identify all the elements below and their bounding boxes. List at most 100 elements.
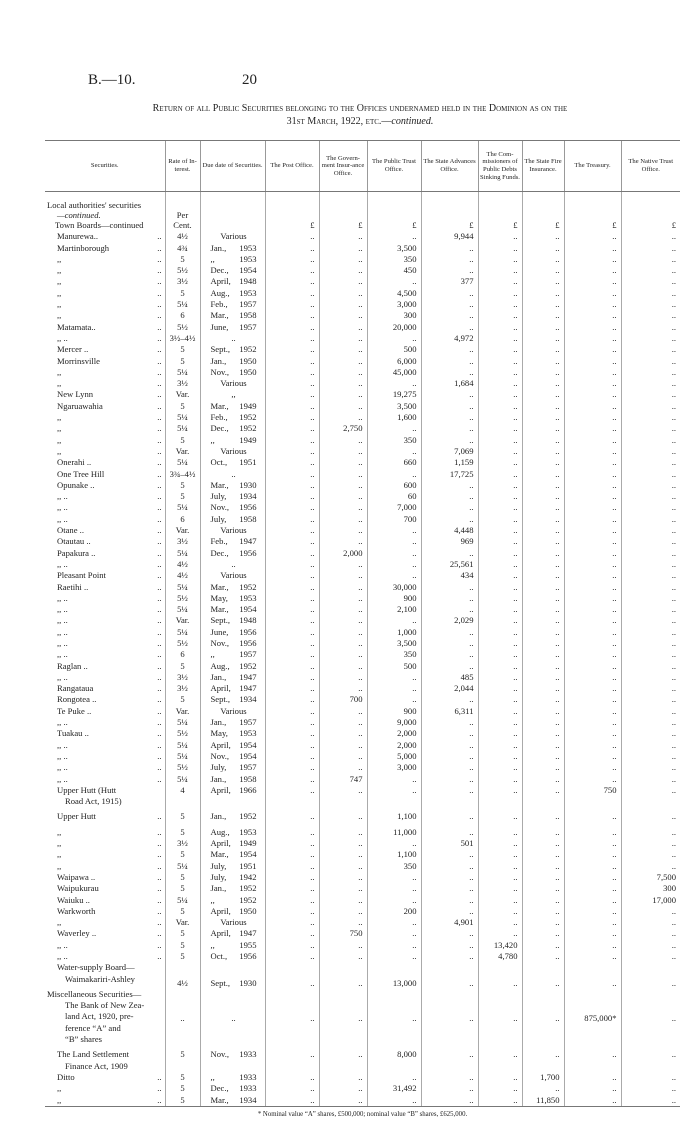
amount-public-trust: 700 <box>366 513 421 526</box>
amount-treasury: .. <box>563 739 621 751</box>
leader-dots: .. <box>157 860 162 871</box>
amount-treasury: .. <box>563 951 621 963</box>
interest-rate: 5¼ <box>164 547 200 559</box>
amount-native-trust: .. <box>620 344 680 356</box>
amount-state-fire: .. <box>521 513 564 526</box>
security-name: Warkworth.. <box>45 906 165 917</box>
table-row: ,, .... 5½ July, 1957.... 3,000.......... <box>45 762 680 774</box>
amount-post-office: .. <box>264 962 319 989</box>
amount-commissioners: .. <box>477 558 522 571</box>
amount-post-office: .. <box>264 728 319 740</box>
due-date-part: 1954 <box>239 604 257 615</box>
security-name-line: ,, <box>57 287 62 298</box>
security-name-line: Raglan .. <box>57 660 88 671</box>
interest-rate: 5 <box>164 1071 200 1084</box>
amount-post-office: .. <box>264 344 319 356</box>
amount-public-trust: 1,100 <box>366 811 421 827</box>
amount-state-advances: .. <box>420 366 478 379</box>
amount-native-trust: .. <box>620 860 680 872</box>
amount-post-office: .. <box>264 683 319 695</box>
due-date-part: 1947 <box>239 671 257 682</box>
table-row: ,, .... 3½ Jan., 1947...... 485........ <box>45 671 680 684</box>
interest-rate: 6 <box>164 310 200 322</box>
interest-rate: 5 <box>164 355 200 367</box>
table-row: Morrinsville.. 5 Jan., 1950.... 6,000.......… <box>45 355 680 367</box>
table-row: New Lynn.. Var.,,.... 19,275.......... <box>45 389 680 401</box>
due-date: Sept., 1930 <box>199 962 265 989</box>
interest-rate: Var. <box>164 705 200 718</box>
security-name: Morrinsville.. <box>45 356 165 367</box>
amount-public-trust: .. <box>366 871 421 884</box>
leader-dots: .. <box>157 332 162 343</box>
security-name: Ngaruawahia.. <box>45 401 165 412</box>
amount-post-office: .. <box>264 917 319 929</box>
security-name-line: Water-supply Board— <box>57 962 135 973</box>
security-name: ,, .... <box>45 940 165 951</box>
amount-native-trust: .. <box>620 434 680 446</box>
amount-treasury: .. <box>563 883 621 895</box>
amount-public-trust: .. <box>366 671 421 684</box>
amount-native-trust: .. <box>620 838 680 850</box>
amount-state-fire: .. <box>521 434 564 446</box>
amount-state-advances: 4,448 <box>420 525 478 537</box>
amount-native-trust: .. <box>620 773 680 785</box>
amount-state-fire: .. <box>521 457 564 469</box>
table-row: ,,.. 5 Aug., 1953.... 4,500.......... <box>45 287 680 300</box>
security-name: ,,.. <box>45 1083 165 1094</box>
amount-commissioners: .. <box>477 671 522 684</box>
security-name-line: ,, .. <box>57 592 68 603</box>
security-name: Mercer .... <box>45 344 165 355</box>
amount-treasury: .. <box>563 939 621 951</box>
security-name-line: Ngaruawahia <box>57 400 103 411</box>
amount-native-trust: .. <box>620 332 680 345</box>
due-date-part: April, <box>210 838 231 849</box>
table-row: ,,.. 6 Mar., 1958.... 300.......... <box>45 310 680 322</box>
due-date-part: 1954 <box>239 849 257 860</box>
due-date: Various <box>199 525 265 537</box>
leader-dots: .. <box>157 838 162 849</box>
amount-public-trust: 900 <box>366 592 421 605</box>
due-date-part: Various <box>220 378 247 389</box>
amount-treasury: .. <box>563 310 621 322</box>
due-date-part: 1950 <box>239 355 257 366</box>
security-name: New Lynn.. <box>45 389 165 400</box>
amount-state-fire: .. <box>521 739 564 751</box>
currency-label: £ <box>477 220 522 232</box>
interest-rate: 5½ <box>164 762 200 774</box>
due-date: ,, 1955 <box>199 939 265 951</box>
due-date-part: Feb., <box>210 412 228 423</box>
due-date-part: April, <box>210 905 231 916</box>
amount-post-office: .. <box>264 1071 319 1084</box>
due-date: Aug., 1953 <box>199 287 265 300</box>
due-date-part: July, <box>210 871 227 882</box>
due-date-part: 1950 <box>239 366 257 377</box>
security-name-line: ,, .. <box>57 626 68 637</box>
amount-state-advances: .. <box>420 951 478 963</box>
table-row: ,,.. 5¼ Feb., 1957.... 3,000.......... <box>45 299 680 311</box>
amount-state-advances: .. <box>420 412 478 424</box>
due-date: April, 1947 <box>199 928 265 940</box>
security-name: Martinborough.. <box>45 243 165 254</box>
table-row: ,, .... 5¼ June, 1956.... 1,000.......... <box>45 626 680 638</box>
amount-public-trust: 2,000 <box>366 739 421 751</box>
amount-govt-insurance: 700 <box>318 694 367 706</box>
amount-commissioners: .. <box>477 355 522 367</box>
due-date-part: 1934 <box>239 694 257 705</box>
amount-native-trust: .. <box>620 253 680 266</box>
due-date: ,, 1933 <box>199 1071 265 1084</box>
amount-govt-insurance: .. <box>318 378 367 390</box>
amount-govt-insurance: .. <box>318 883 367 895</box>
table-row: Matamata.... 5½ June, 1957.... 20,000.......… <box>45 321 680 333</box>
leader-dots: .. <box>157 547 162 558</box>
interest-rate: 5 <box>164 826 200 839</box>
amount-state-fire: .. <box>521 637 564 650</box>
security-name: Onerahi .... <box>45 457 165 468</box>
security-name-line: ,, .. <box>57 513 68 524</box>
due-date-part: 1953 <box>239 253 257 264</box>
amount-govt-insurance: .. <box>318 491 367 503</box>
amount-govt-insurance: .. <box>318 750 367 763</box>
amount-native-trust: .. <box>620 479 680 492</box>
security-name-line: Ditto <box>57 1071 75 1082</box>
amount-post-office: .. <box>264 939 319 951</box>
amount-post-office: .. <box>264 1083 319 1095</box>
